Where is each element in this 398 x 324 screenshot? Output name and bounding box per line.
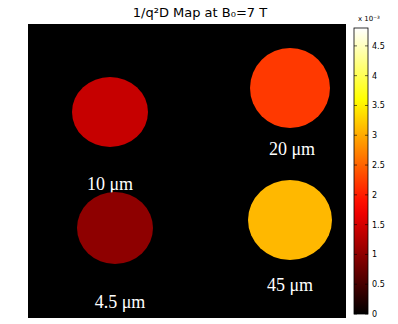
svg-text:45 μm: 45 μm: [267, 275, 313, 295]
svg-text:0.5: 0.5: [372, 280, 385, 289]
svg-text:3: 3: [372, 131, 377, 140]
svg-text:4.5 μm: 4.5 μm: [95, 292, 146, 312]
svg-text:20 μm: 20 μm: [269, 139, 315, 159]
svg-text:1/q²D Map at B₀=7 T: 1/q²D Map at B₀=7 T: [133, 5, 267, 20]
svg-text:1.5: 1.5: [372, 221, 385, 230]
svg-text:4.5: 4.5: [372, 42, 385, 51]
svg-text:1: 1: [372, 250, 377, 259]
svg-text:2: 2: [372, 191, 377, 200]
svg-text:2.5: 2.5: [372, 161, 385, 170]
svg-text:4: 4: [372, 72, 377, 81]
svg-text:3.5: 3.5: [372, 101, 385, 110]
svg-text:10 μm: 10 μm: [87, 174, 133, 194]
svg-text:0: 0: [372, 310, 377, 319]
svg-text:x 10⁻³: x 10⁻³: [358, 15, 380, 23]
